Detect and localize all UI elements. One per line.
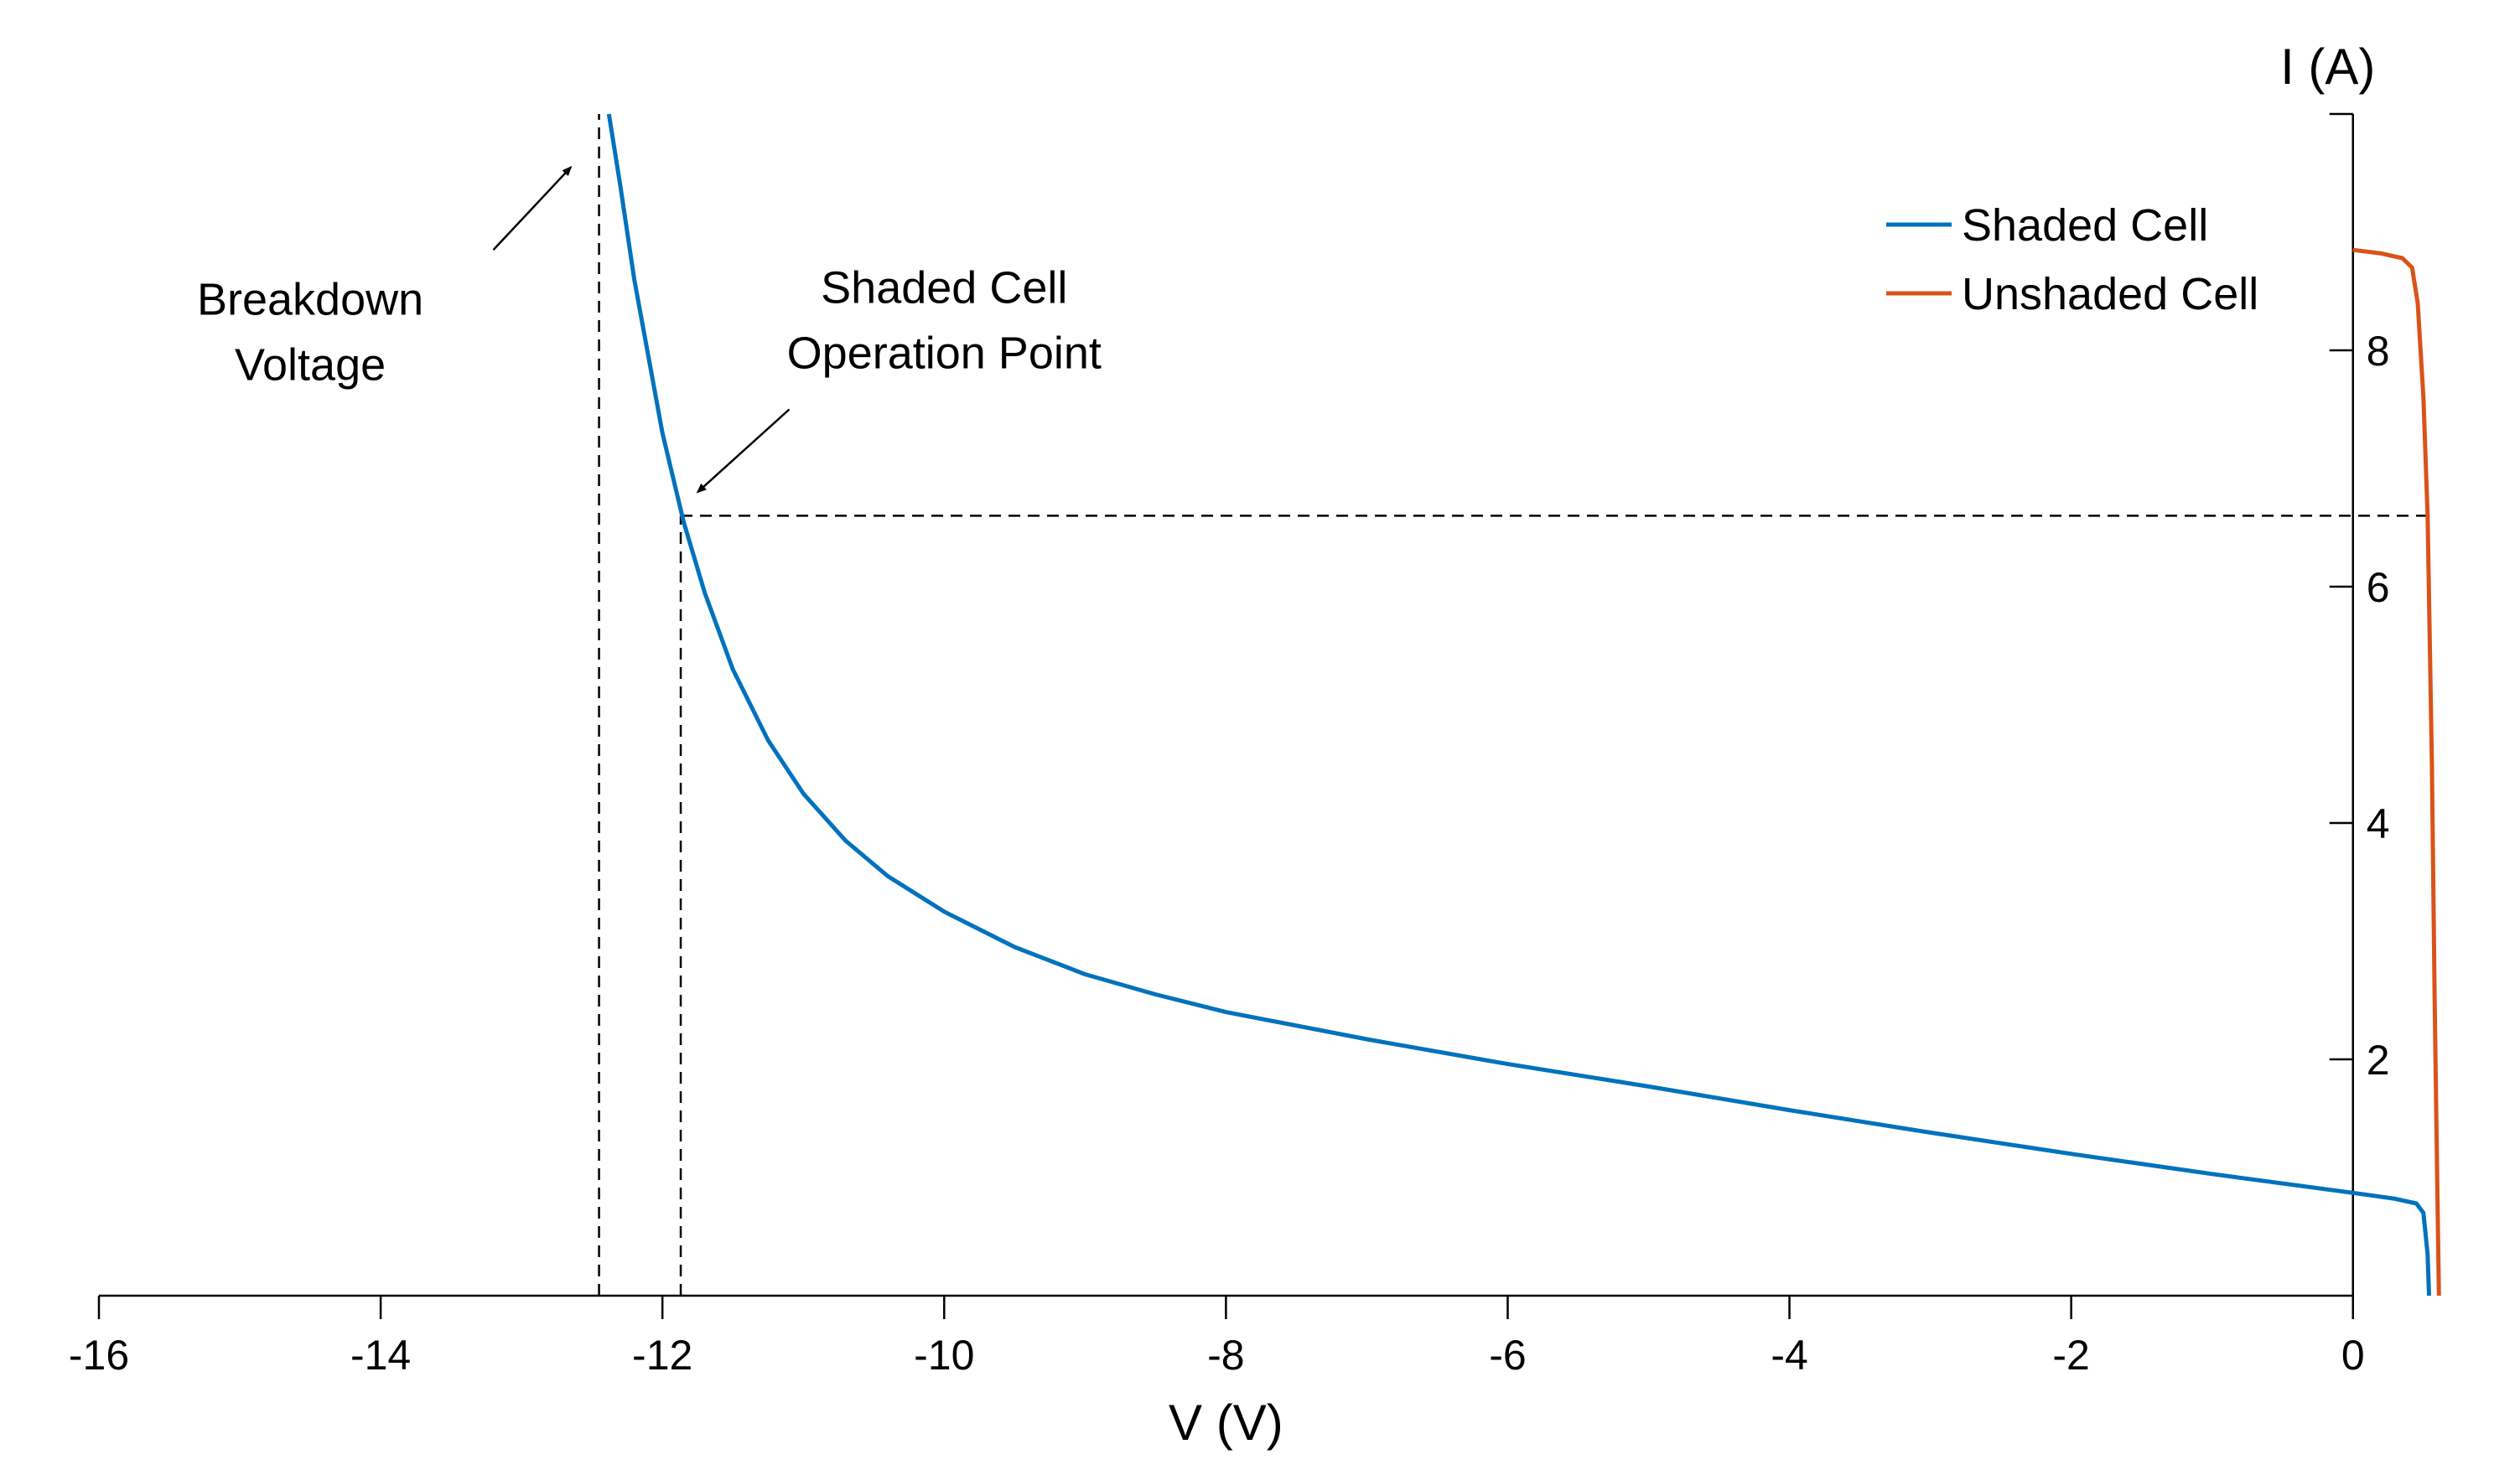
legend: Shaded Cell Unshaded Cell [1886, 200, 2258, 319]
annotation-breakdown-line-1: Breakdown [197, 275, 423, 325]
series-group [606, 113, 2441, 1297]
y-tick-label: 4 [2367, 800, 2390, 847]
y-axis-label: I (A) [2280, 39, 2375, 95]
legend-label-shaded-cell: Shaded Cell [1962, 200, 2208, 251]
annotation-breakdown-arrow [492, 165, 573, 251]
y-ticks: 2 4 6 8 [2329, 112, 2390, 1084]
x-tick-label: 0 [2341, 1332, 2365, 1379]
annotations: Breakdown Voltage Shaded Cell Operation … [197, 165, 1102, 494]
y-tick-label: 8 [2367, 328, 2390, 375]
annotation-operation-point-line-1: Shaded Cell [821, 263, 1067, 313]
annotation-breakdown-line-2: Voltage [235, 340, 386, 391]
x-tick-label: -16 [69, 1332, 129, 1379]
x-tick-label: -14 [350, 1332, 411, 1379]
x-axis-label: V (V) [1169, 1395, 1283, 1451]
x-tick-label: -12 [632, 1332, 692, 1379]
x-tick-label: -2 [2052, 1332, 2089, 1379]
series-line-unshaded-cell [2352, 247, 2441, 1297]
annotation-operation-point-line-2: Operation Point [787, 329, 1102, 379]
annotation-operation-point-arrow [696, 408, 791, 494]
x-tick-label: -4 [1771, 1332, 1807, 1379]
y-tick-label: 2 [2367, 1037, 2390, 1084]
legend-label-unshaded-cell: Unshaded Cell [1962, 269, 2258, 319]
x-tick-label: -8 [1207, 1332, 1244, 1379]
x-ticks: -16 -14 -12 -10 -8 -6 -4 -2 0 [69, 1296, 2365, 1379]
reference-lines [598, 114, 2428, 1296]
y-tick-label: 6 [2367, 564, 2390, 611]
x-tick-label: -10 [914, 1332, 974, 1379]
series-line-shaded-cell [606, 113, 2431, 1297]
x-tick-label: -6 [1489, 1332, 1526, 1379]
